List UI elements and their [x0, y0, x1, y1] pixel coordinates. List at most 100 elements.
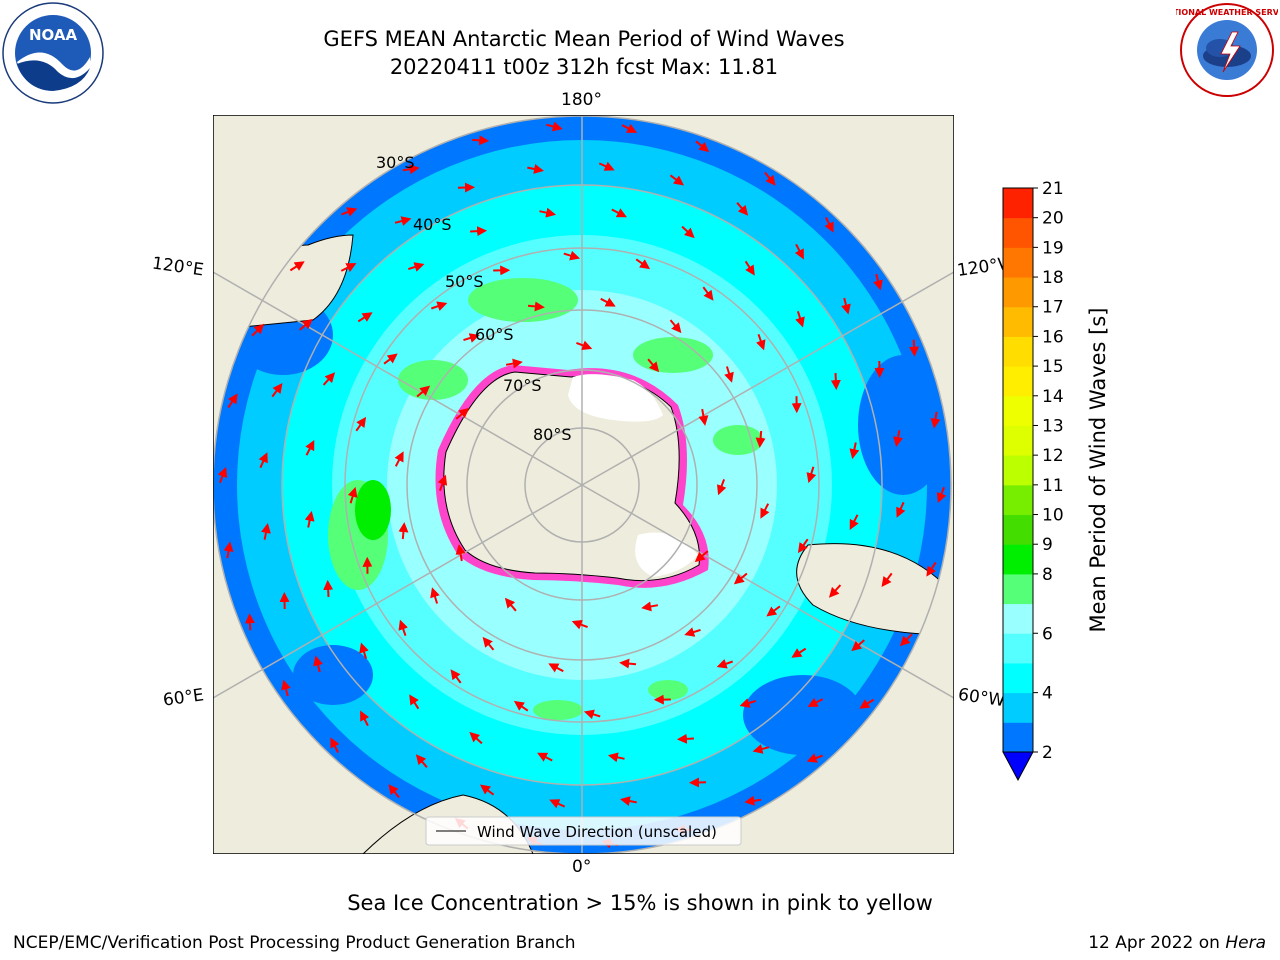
- noaa-logo: NOAA: [2, 2, 104, 104]
- wind-arrow: [909, 339, 920, 357]
- wind-arrow: [527, 301, 545, 312]
- wind-arrow: [539, 207, 557, 218]
- lat-label-50s: 50°S: [445, 272, 484, 291]
- wind-arrow: [482, 636, 495, 651]
- colorbar-tick-label: 8: [1042, 565, 1053, 585]
- colorbar-bin: [1003, 247, 1033, 278]
- wind-arrow: [676, 733, 694, 744]
- colorbar-bin: [1003, 573, 1033, 605]
- wind-arrow: [698, 408, 709, 426]
- wind-arrow: [563, 250, 581, 261]
- wind-arrow: [598, 161, 615, 171]
- colorbar-bin: [1003, 603, 1033, 634]
- wind-arrow: [611, 208, 627, 218]
- wind-arrow: [873, 273, 883, 291]
- wind-arrow: [695, 140, 710, 153]
- noaa-logo-text: NOAA: [29, 26, 78, 44]
- lat-label-80s: 80°S: [533, 425, 572, 444]
- wind-arrow: [505, 358, 523, 369]
- colorbar-bin: [1003, 188, 1033, 219]
- wind-arrow: [549, 799, 566, 809]
- wind-arrow: [766, 605, 781, 617]
- wind-arrow: [360, 710, 370, 727]
- wind-arrow: [323, 579, 334, 597]
- wind-arrow: [322, 372, 336, 386]
- wind-arrow: [694, 550, 709, 563]
- wind-arrow: [347, 486, 358, 504]
- colorbar-bin: [1003, 633, 1033, 664]
- colorbar-tick-label: 20: [1042, 209, 1064, 229]
- wind-arrow: [470, 226, 488, 237]
- wind-arrow: [571, 619, 588, 630]
- colorbar-bin: [1003, 455, 1033, 486]
- wind-arrow: [724, 366, 734, 383]
- wind-arrow: [416, 385, 431, 398]
- wind-arrow: [227, 393, 238, 409]
- wind-arrow: [824, 216, 834, 233]
- lon-label-60e: 60°E: [161, 685, 206, 711]
- wind-arrow: [305, 440, 315, 456]
- wind-arrow: [359, 642, 369, 660]
- wind-arrow: [455, 544, 466, 562]
- lon-label-180: 180°: [561, 90, 602, 110]
- wind-arrow: [744, 260, 755, 276]
- wind-arrow: [936, 486, 947, 504]
- graticule: [213, 115, 954, 854]
- wind-arrow: [430, 587, 440, 604]
- colorbar-bin: [1003, 662, 1033, 694]
- wind-arrow: [893, 430, 903, 448]
- colorbar-tick-label: 14: [1042, 387, 1064, 407]
- wind-arrow: [383, 353, 398, 365]
- wind-arrow: [261, 522, 271, 540]
- wind-arrow: [357, 312, 373, 323]
- wind-arrow: [430, 301, 448, 311]
- wind-arrow: [859, 698, 875, 709]
- wind-arrow: [926, 561, 937, 577]
- colorbar-tick-label: 21: [1042, 180, 1064, 199]
- colorbar-tick-label: 19: [1042, 238, 1064, 258]
- colorbar-bin: [1003, 722, 1033, 753]
- wind-arrow: [289, 261, 305, 272]
- wind-arrow: [394, 451, 404, 467]
- wind-arrow: [716, 659, 734, 669]
- wind-arrow: [437, 474, 448, 491]
- wind-arrow: [330, 737, 340, 754]
- wind-arrow: [739, 698, 757, 708]
- colorbar-tick-label: 16: [1042, 327, 1064, 347]
- wind-arrow: [828, 584, 842, 598]
- nws-logo: NATIONAL WEATHER SERVICE: [1161, 2, 1280, 98]
- colorbar-bin: [1003, 692, 1033, 723]
- wind-arrow: [251, 323, 265, 337]
- wind-arrow: [684, 627, 701, 637]
- wind-arrow: [830, 373, 841, 391]
- wind-arrow: [716, 479, 727, 496]
- colorbar-tick-label: 12: [1042, 446, 1064, 466]
- wind-arrow: [647, 358, 660, 373]
- wind-arrow: [409, 694, 420, 710]
- wind-arrow: [258, 452, 268, 469]
- chart-subtitle-date: 20220411 t00z 312h fcst Max: 11.81: [389, 55, 779, 79]
- footer-date-text: 12 Apr 2022 on: [1088, 933, 1226, 953]
- footer-host: Hera: [1225, 933, 1266, 953]
- wind-arrow: [340, 263, 357, 273]
- wind-arrow: [702, 286, 714, 301]
- polar-map: 30°S 40°S 50°S 60°S 70°S 80°S Wind Wave …: [213, 115, 954, 854]
- wind-arrow: [341, 207, 358, 217]
- colorbar-tick-label: 17: [1042, 298, 1064, 318]
- wind-arrow: [794, 243, 804, 260]
- wind-arrow: [641, 601, 659, 612]
- wind-arrow: [736, 202, 749, 216]
- colorbar-label: Mean Period of Wind Waves [s]: [1086, 307, 1110, 633]
- wind-arrow: [271, 382, 283, 398]
- wind-arrow: [583, 709, 601, 720]
- colorbar-tick-label: 18: [1042, 268, 1064, 288]
- svg-text:NATIONAL WEATHER SERVICE: NATIONAL WEATHER SERVICE: [1176, 8, 1278, 17]
- wind-arrow: [755, 430, 766, 448]
- wind-arrow: [791, 647, 807, 658]
- wind-arrow: [881, 572, 893, 587]
- wind-arrow: [576, 340, 593, 351]
- wind-arrow: [621, 123, 638, 133]
- lon-label-0: 0°: [572, 857, 592, 877]
- wind-arrow: [806, 753, 823, 763]
- colorbar-bin: [1003, 277, 1033, 308]
